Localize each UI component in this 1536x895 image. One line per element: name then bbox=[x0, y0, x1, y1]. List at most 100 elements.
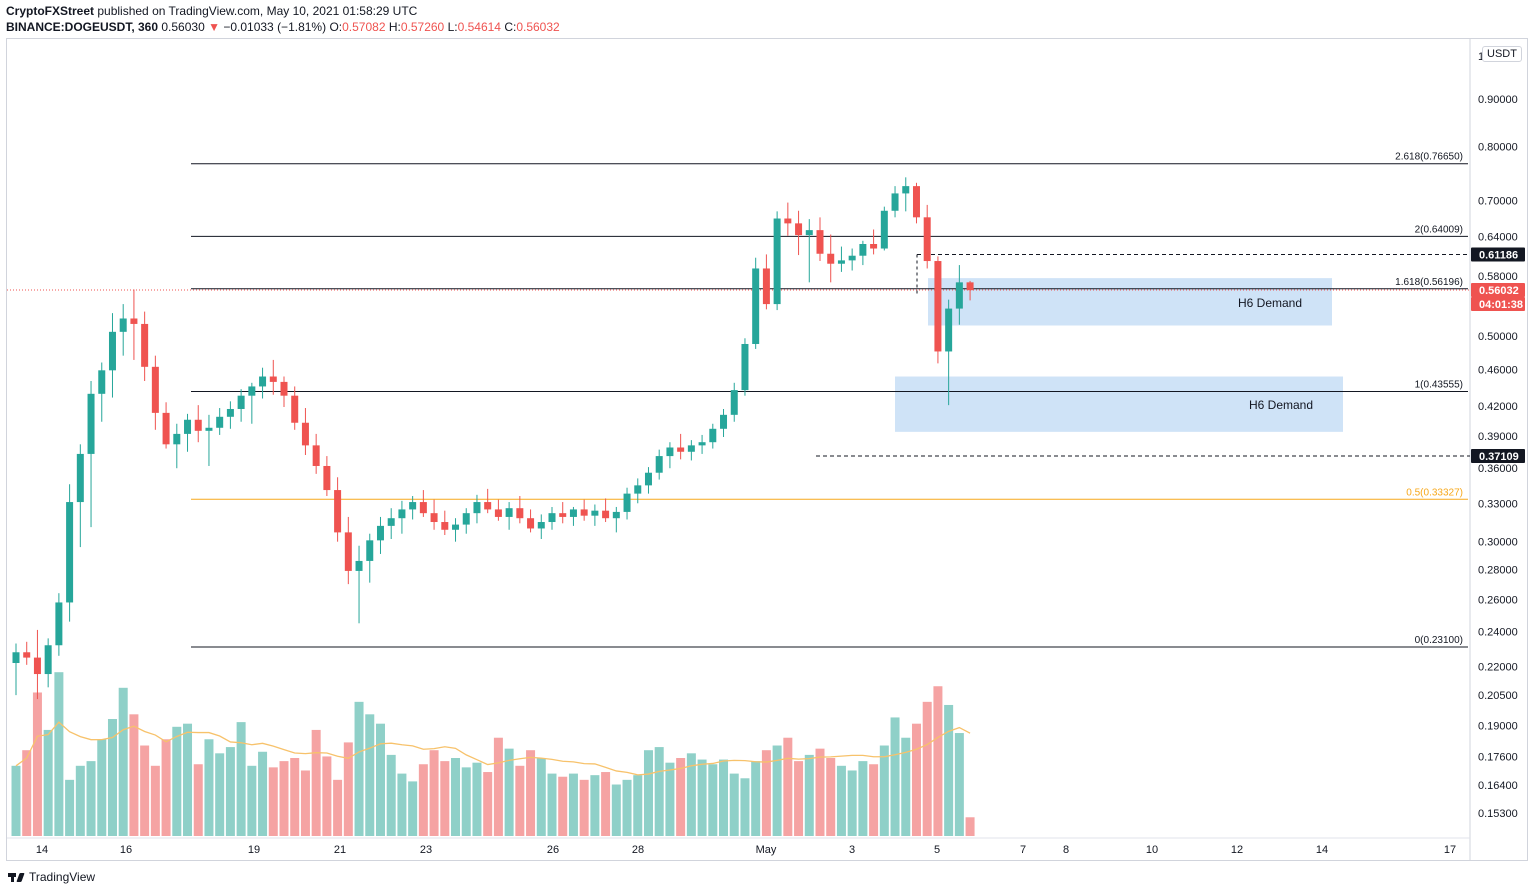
price-axis-tick: 0.30000 bbox=[1478, 537, 1518, 549]
volume-bar bbox=[783, 737, 793, 836]
candle-body bbox=[248, 386, 256, 396]
price-tag-bg bbox=[1471, 282, 1525, 297]
candle-body bbox=[730, 390, 738, 415]
volume-bar bbox=[107, 719, 117, 836]
candle-body bbox=[130, 318, 138, 324]
volume-bar bbox=[944, 704, 954, 836]
volume-bar bbox=[365, 714, 375, 836]
volume-bar bbox=[719, 759, 729, 836]
volume-bar bbox=[772, 745, 782, 836]
candle-body bbox=[12, 652, 20, 664]
volume-bar bbox=[451, 758, 461, 836]
price-axis-tick: 0.28000 bbox=[1478, 564, 1518, 576]
time-axis-tick: 26 bbox=[547, 844, 559, 856]
volume-bar bbox=[65, 779, 75, 836]
candle-body bbox=[902, 186, 910, 194]
candle-body bbox=[655, 456, 663, 473]
volume-bar bbox=[268, 767, 278, 836]
price-axis-tick: 0.36000 bbox=[1478, 463, 1518, 475]
volume-bar bbox=[836, 765, 846, 836]
price-axis-tick: 0.33000 bbox=[1478, 498, 1518, 510]
price-axis-tick: 0.15300 bbox=[1478, 808, 1518, 820]
candle-body bbox=[644, 472, 652, 486]
candle-body bbox=[966, 282, 974, 291]
volume-bar bbox=[322, 756, 332, 836]
volume-bar bbox=[75, 765, 85, 836]
volume-bar bbox=[172, 726, 182, 836]
time-axis-tick: 7 bbox=[1020, 844, 1026, 856]
volume-bar bbox=[665, 762, 675, 836]
candle-body bbox=[752, 268, 760, 344]
price-axis-tick: 0.24000 bbox=[1478, 627, 1518, 639]
candle-body bbox=[366, 540, 374, 561]
demand-zone bbox=[895, 376, 1343, 432]
candle-body bbox=[837, 260, 845, 264]
publish-info: published on TradingView.com, May 10, 20… bbox=[97, 4, 418, 18]
price-axis-tick: 0.20500 bbox=[1478, 690, 1518, 702]
price-axis-tick: 0.64000 bbox=[1478, 231, 1518, 243]
candle-body bbox=[891, 193, 899, 211]
time-axis-tick: 23 bbox=[420, 844, 432, 856]
volume-bar bbox=[729, 773, 739, 836]
candle-body bbox=[55, 602, 63, 646]
volume-bar bbox=[740, 778, 750, 836]
volume-bar bbox=[954, 733, 964, 836]
last-price: 0.56030 bbox=[161, 20, 205, 34]
candle-body bbox=[141, 323, 149, 367]
time-axis-tick: 3 bbox=[849, 844, 855, 856]
candle-body bbox=[634, 485, 642, 494]
candle-body bbox=[205, 427, 213, 431]
publish-line: CryptoFXStreet published on TradingView.… bbox=[6, 4, 417, 18]
price-axis-tick: 0.16400 bbox=[1478, 780, 1518, 792]
price-tag-label: 0.61186 bbox=[1479, 249, 1518, 261]
candle-body bbox=[355, 560, 363, 571]
footer-brand[interactable]: TradingView bbox=[29, 870, 96, 884]
volume-bar bbox=[129, 714, 139, 836]
price-axis-tick: 0.39000 bbox=[1478, 431, 1518, 443]
volume-bar bbox=[118, 687, 128, 836]
volume-bar bbox=[86, 761, 96, 836]
volume-bar bbox=[901, 737, 911, 836]
candle-body bbox=[591, 510, 599, 516]
candle-body bbox=[398, 509, 406, 519]
volume-bar bbox=[547, 773, 557, 836]
candle-body bbox=[666, 447, 674, 457]
volume-bar bbox=[869, 764, 879, 836]
price-tag-bg bbox=[1471, 296, 1525, 311]
candle-body bbox=[762, 268, 770, 305]
candle-body bbox=[923, 217, 931, 262]
currency-badge[interactable]: USDT bbox=[1482, 46, 1522, 62]
volume-bar bbox=[794, 761, 804, 836]
candle-body bbox=[452, 524, 460, 530]
volume-bar bbox=[375, 723, 385, 836]
candle-body bbox=[741, 343, 749, 391]
volume-bar bbox=[504, 748, 514, 836]
volume-ma-line bbox=[15, 721, 971, 776]
price-tag-label: 0.37109 bbox=[1479, 451, 1519, 463]
candle-body bbox=[387, 518, 395, 526]
price-axis-tick: 0.80000 bbox=[1478, 141, 1518, 153]
volume-bar bbox=[858, 761, 868, 836]
candle-body bbox=[108, 331, 116, 371]
price-axis-tick: 0.42000 bbox=[1478, 401, 1518, 413]
candle-body bbox=[269, 376, 277, 382]
candle-body bbox=[602, 510, 610, 519]
author-name: CryptoFXStreet bbox=[6, 4, 95, 18]
volume-bar bbox=[697, 759, 707, 836]
volume-bar bbox=[183, 723, 193, 836]
volume-bar bbox=[333, 779, 343, 836]
volume-bar bbox=[386, 754, 396, 836]
candle-body bbox=[795, 223, 803, 236]
candle-body bbox=[323, 465, 331, 491]
volume-bar bbox=[408, 781, 418, 836]
candle-body bbox=[527, 518, 535, 529]
candle-body bbox=[44, 645, 52, 675]
price-tag-bg bbox=[1471, 448, 1525, 463]
volume-bar bbox=[161, 739, 171, 836]
volume-bar bbox=[290, 758, 300, 836]
volume-bar bbox=[515, 765, 525, 836]
candle-body bbox=[494, 509, 502, 517]
fib-level-label: 2.618(0.76650) bbox=[1395, 152, 1463, 163]
volume-bar bbox=[440, 761, 450, 836]
